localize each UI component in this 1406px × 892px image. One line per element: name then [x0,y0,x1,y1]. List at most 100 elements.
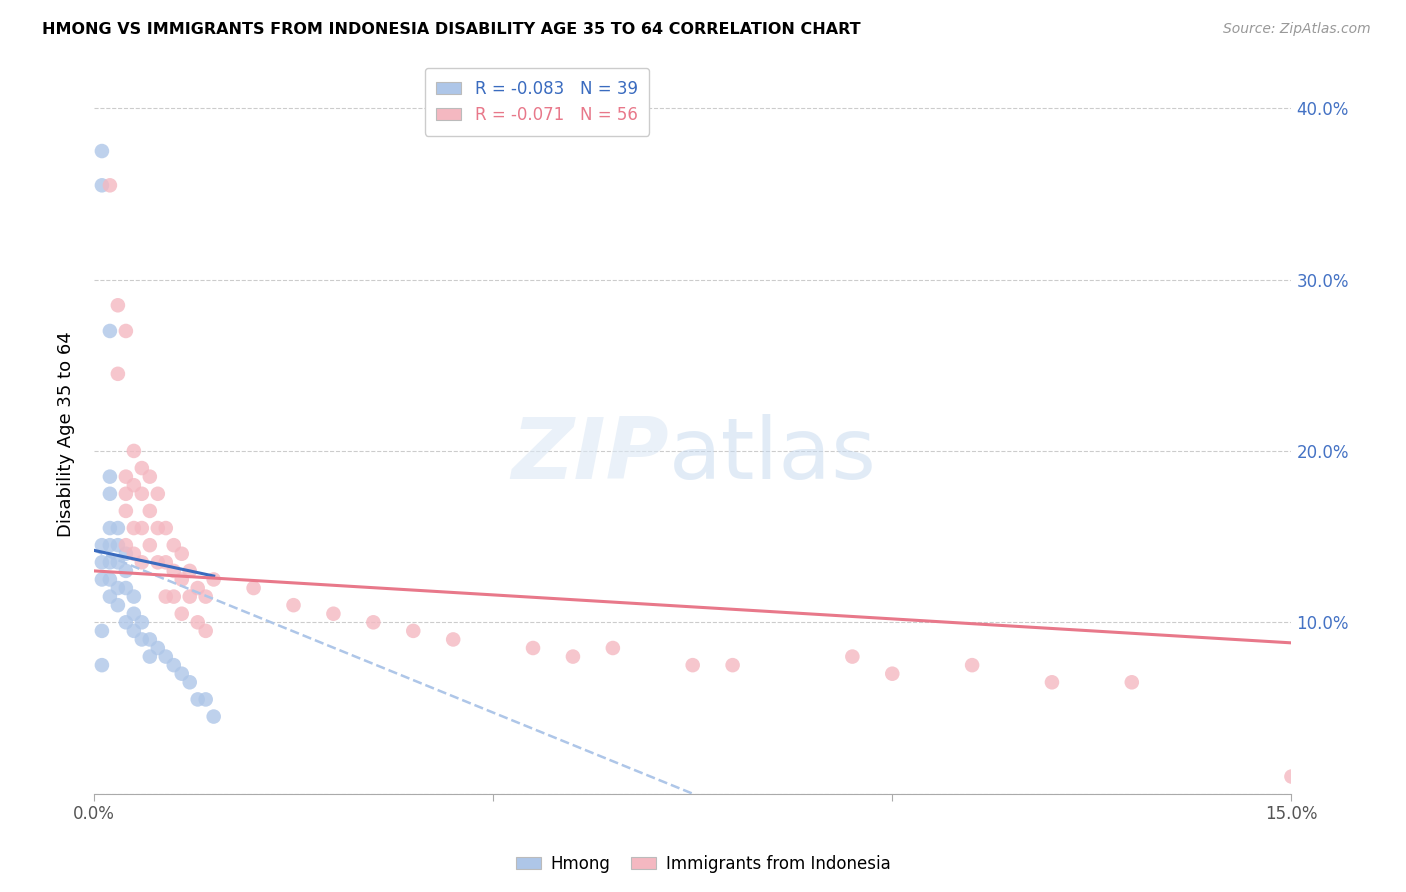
Point [122,444,145,458]
Point [602,640,624,655]
Point [187,581,209,595]
Point [179,564,201,578]
Point [122,478,145,492]
Point [146,555,169,569]
Point [187,615,209,630]
Point [1040,675,1063,690]
Point [90,573,112,587]
Point [146,521,169,535]
Point [90,555,112,569]
Point [98,555,121,569]
Point [194,624,217,638]
Point [163,538,186,552]
Point [131,615,153,630]
Point [107,298,129,312]
Point [90,144,112,158]
Point [179,590,201,604]
Text: HMONG VS IMMIGRANTS FROM INDONESIA DISABILITY AGE 35 TO 64 CORRELATION CHART: HMONG VS IMMIGRANTS FROM INDONESIA DISAB… [42,22,860,37]
Point [1281,770,1303,784]
Point [170,547,193,561]
Point [242,581,264,595]
Point [115,504,138,518]
Point [90,658,112,673]
Point [179,675,201,690]
Point [139,504,162,518]
Point [107,555,129,569]
Point [107,367,129,381]
Point [960,658,983,673]
Point [139,632,162,647]
Point [115,615,138,630]
Point [98,590,121,604]
Point [115,469,138,483]
Point [882,666,904,681]
Point [155,521,177,535]
Point [122,547,145,561]
Point [122,607,145,621]
Point [98,521,121,535]
Point [163,564,186,578]
Point [115,547,138,561]
Point [98,178,121,193]
Point [163,658,186,673]
Text: Source: ZipAtlas.com: Source: ZipAtlas.com [1223,22,1371,37]
Point [90,178,112,193]
Point [194,692,217,706]
Point [402,624,425,638]
Point [155,590,177,604]
Point [131,487,153,501]
Point [139,538,162,552]
Point [170,573,193,587]
Point [98,573,121,587]
Point [1121,675,1143,690]
Point [522,640,544,655]
Y-axis label: Disability Age 35 to 64: Disability Age 35 to 64 [58,331,75,537]
Point [122,590,145,604]
Point [115,564,138,578]
Point [561,649,583,664]
Point [98,538,121,552]
Point [322,607,344,621]
Point [163,590,186,604]
Point [841,649,863,664]
Point [98,469,121,483]
Point [122,624,145,638]
Text: ZIP: ZIP [512,414,669,497]
Point [721,658,744,673]
Point [90,538,112,552]
Point [139,469,162,483]
Legend: R = -0.083   N = 39, R = -0.071   N = 56: R = -0.083 N = 39, R = -0.071 N = 56 [425,68,650,136]
Point [146,640,169,655]
Point [131,632,153,647]
Point [139,649,162,664]
Point [115,324,138,338]
Text: atlas: atlas [669,414,877,497]
Point [115,538,138,552]
Point [194,590,217,604]
Point [107,598,129,612]
Point [170,607,193,621]
Legend: Hmong, Immigrants from Indonesia: Hmong, Immigrants from Indonesia [509,848,897,880]
Point [202,573,225,587]
Point [90,624,112,638]
Point [187,692,209,706]
Point [107,521,129,535]
Point [155,649,177,664]
Point [122,521,145,535]
Point [131,461,153,475]
Point [131,555,153,569]
Point [283,598,305,612]
Point [107,538,129,552]
Point [202,709,225,723]
Point [170,666,193,681]
Point [441,632,464,647]
Point [115,487,138,501]
Point [107,581,129,595]
Point [98,487,121,501]
Point [682,658,704,673]
Point [98,324,121,338]
Point [131,521,153,535]
Point [146,487,169,501]
Point [115,581,138,595]
Point [363,615,385,630]
